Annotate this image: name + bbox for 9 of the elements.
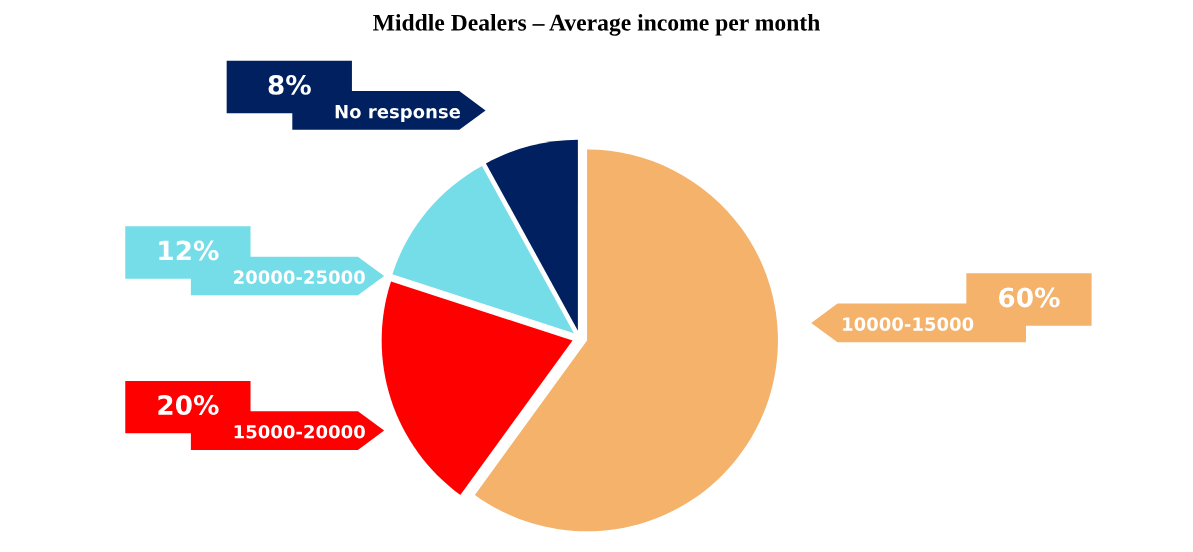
chart-title: Middle Dealers – Average income per month [373,14,820,36]
slice-label: No response [335,104,461,122]
data-label: 20% [158,395,219,416]
data-label: 12% [159,240,219,261]
data-label: 60% [999,287,1060,308]
data-label: 8% [268,74,311,95]
slice-label: 10000-15000 [843,317,974,331]
slice-label: 15000-20000 [234,424,365,439]
slice-label: 20000-25000 [234,270,365,284]
